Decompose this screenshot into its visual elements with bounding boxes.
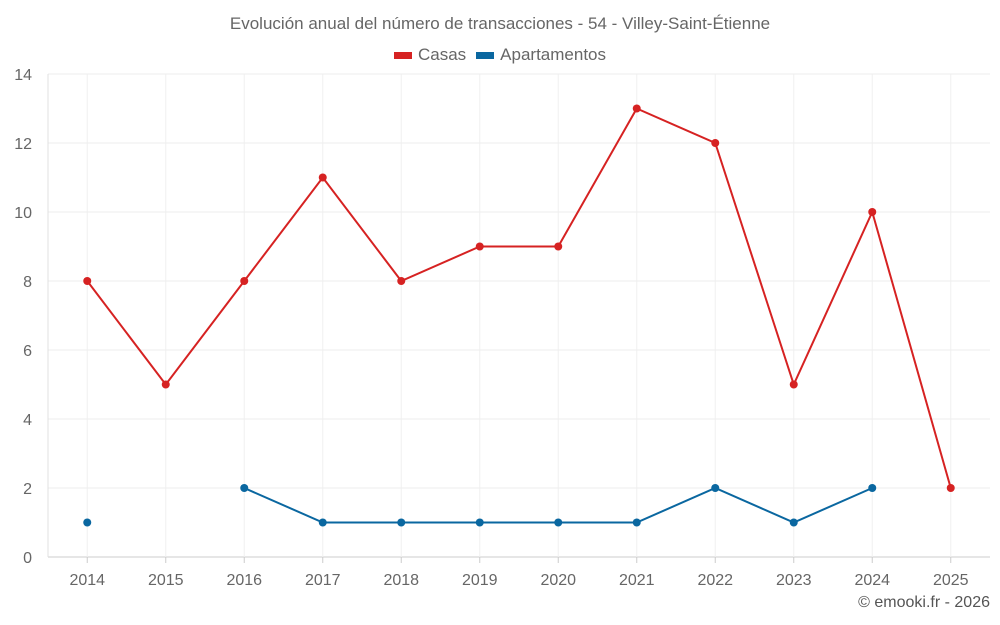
data-point-casas [161,380,170,389]
x-tick-label: 2024 [854,572,890,589]
x-tick-label: 2019 [462,572,498,589]
y-tick-label: 10 [14,205,32,222]
x-tick-label: 2014 [69,572,105,589]
y-tick-label: 4 [23,412,32,429]
legend: Casas Apartamentos [0,45,1000,65]
y-tick-label: 2 [23,481,32,498]
data-point-casas [789,380,798,389]
data-point-casas [397,277,406,285]
credit: © emooki.fr - 2026 [858,594,990,611]
x-tick-label: 2016 [226,572,262,589]
data-point-apartamentos [868,484,877,492]
legend-swatch-casas [393,51,412,59]
legend-item-casas[interactable]: Casas [393,45,467,65]
data-point-apartamentos [554,518,563,527]
data-point-casas [240,277,249,285]
data-point-apartamentos [83,518,92,527]
data-point-casas [554,242,563,251]
x-tick-label: 2015 [148,572,184,589]
x-tick-label: 2022 [697,572,733,589]
data-point-casas [475,242,484,251]
series-line-casas [86,107,952,489]
legend-swatch-apartamentos [476,51,495,59]
data-point-apartamentos [711,484,720,492]
y-tick-label: 0 [23,550,32,567]
y-tick-label: 8 [23,274,32,291]
y-tick-label: 6 [23,343,32,360]
x-tick-label: 2023 [776,572,812,589]
x-tick-label: 2021 [619,572,655,589]
legend-item-apartamentos[interactable]: Apartamentos [476,45,606,65]
data-point-apartamentos [240,484,249,492]
x-tick-label: 2020 [540,572,576,589]
chart-title: Evolución anual del número de transaccio… [229,14,771,33]
data-point-casas [946,484,955,492]
y-tick-label: 12 [14,136,32,153]
data-point-casas [632,104,641,113]
x-tick-label: 2017 [305,572,341,589]
data-point-apartamentos [318,518,327,527]
data-point-apartamentos [632,518,641,527]
data-point-casas [83,277,92,285]
data-point-casas [318,173,327,182]
x-tick-label: 2018 [383,572,419,589]
legend-label-casas: Casas [417,45,467,64]
data-point-apartamentos [475,518,484,527]
data-point-apartamentos [789,518,798,527]
x-tick-label: 2025 [933,572,969,589]
data-point-apartamentos [397,518,406,527]
data-point-casas [868,208,877,216]
legend-label-apartamentos: Apartamentos [500,45,607,64]
y-tick-label: 14 [14,67,32,84]
data-point-casas [711,139,720,147]
